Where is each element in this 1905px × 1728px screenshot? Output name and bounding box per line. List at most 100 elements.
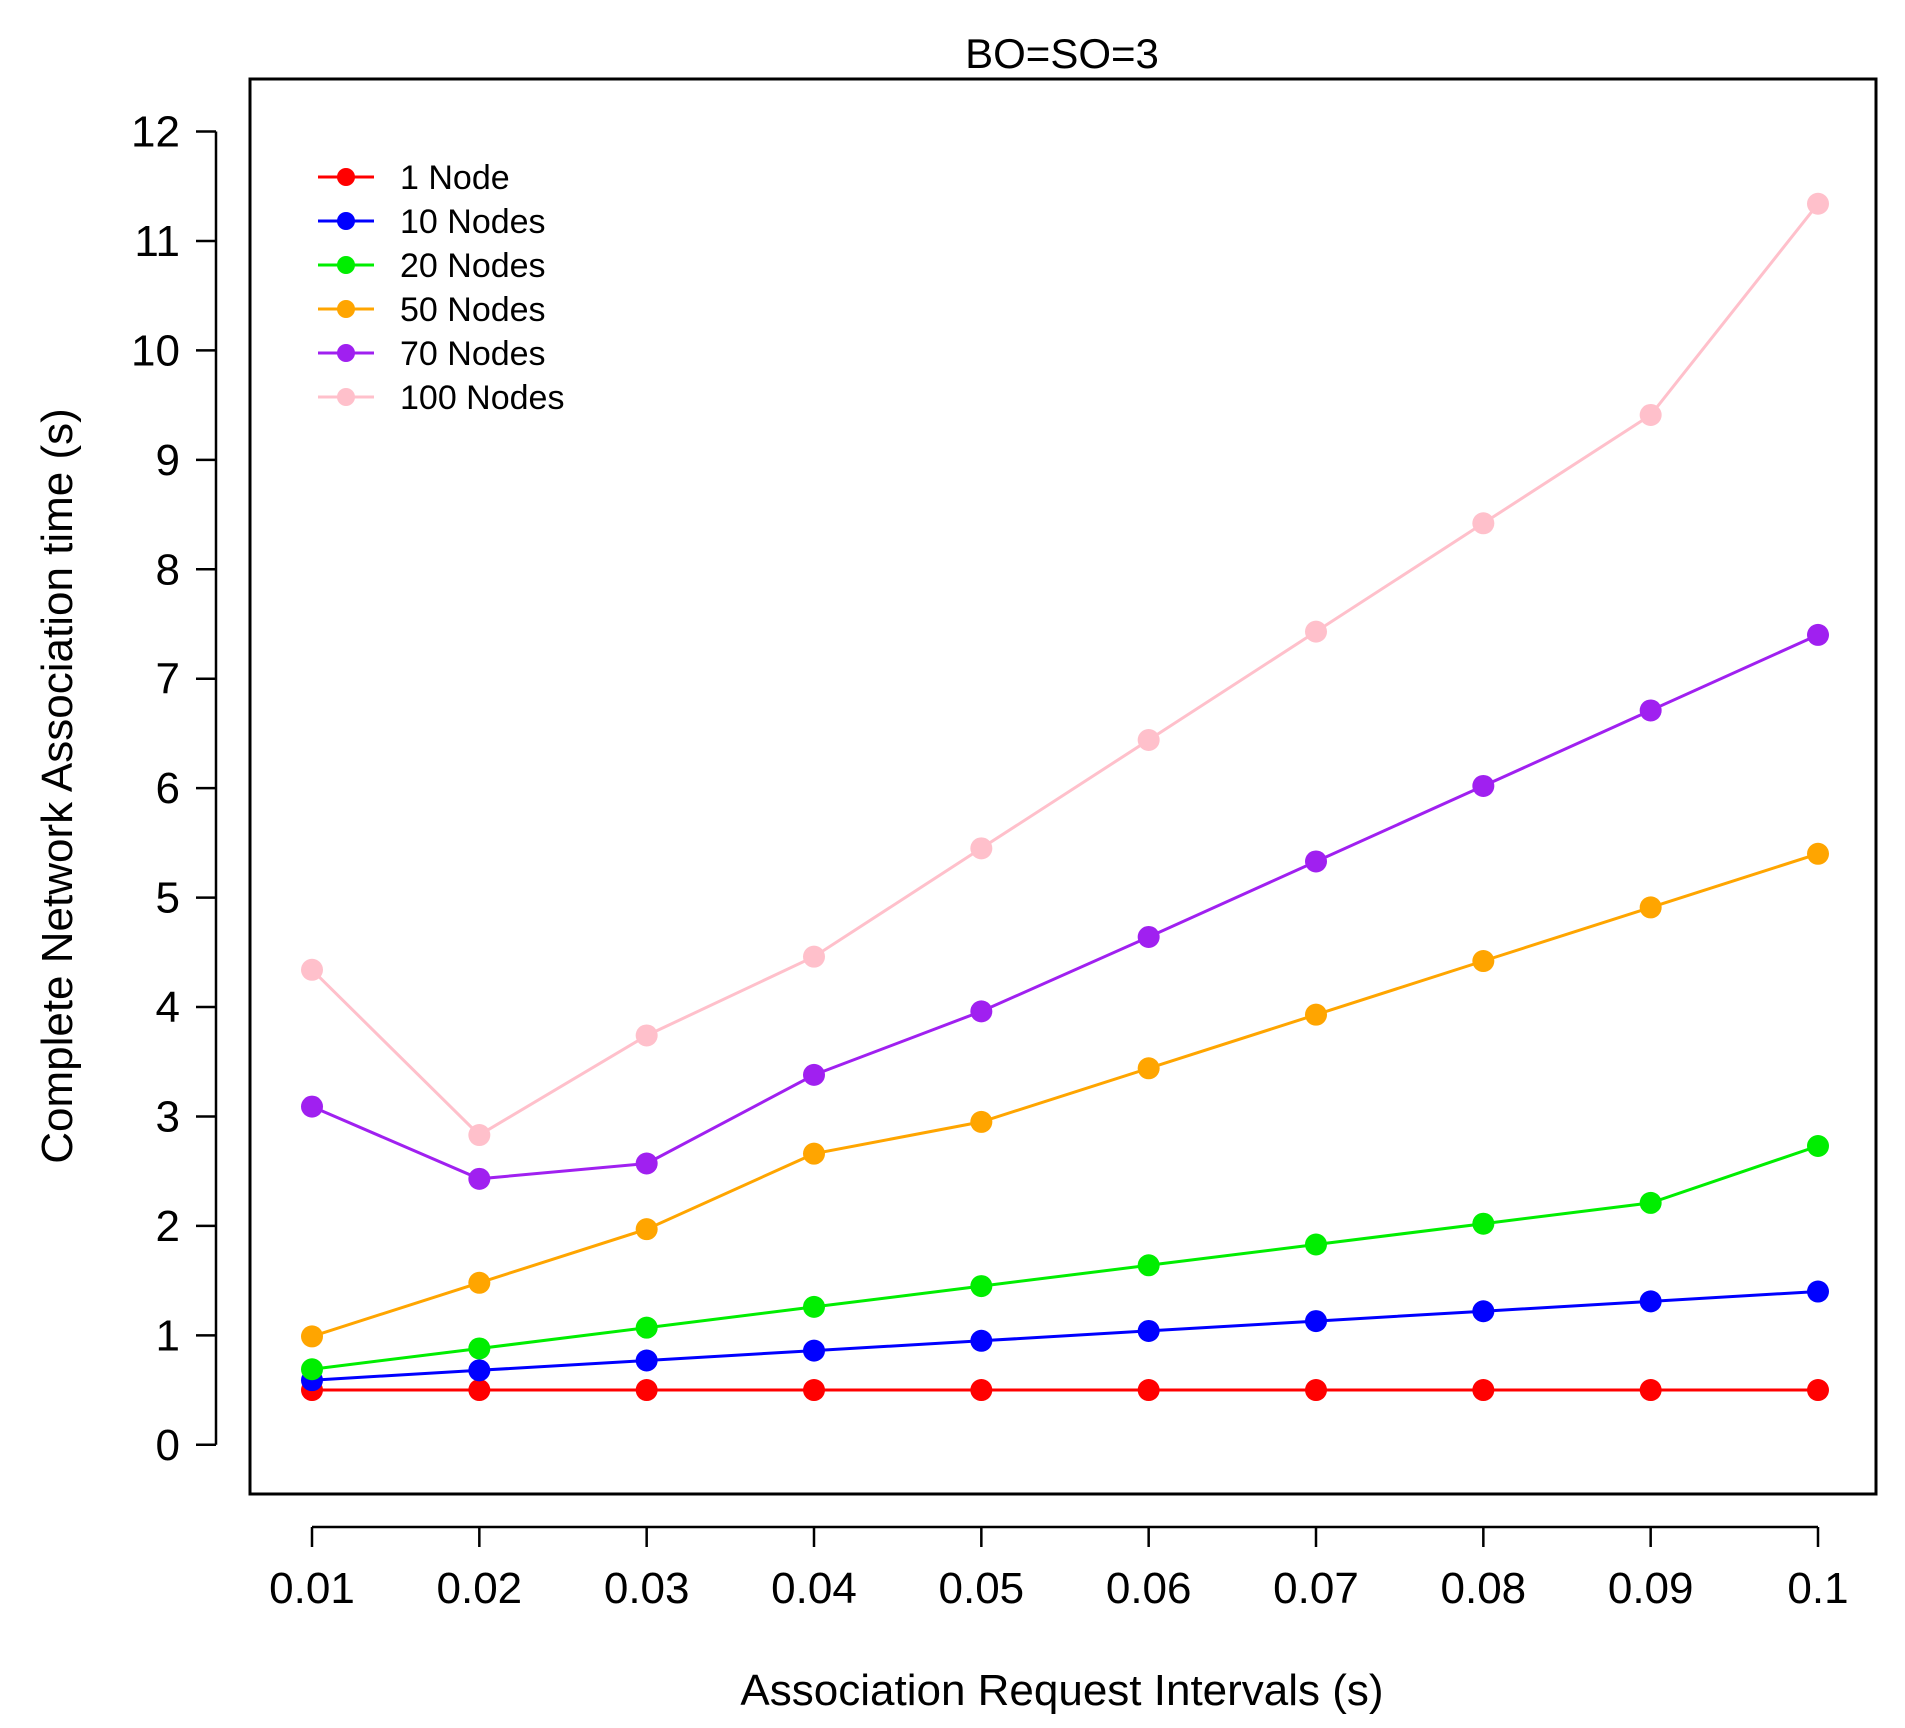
data-point [1807,192,1829,215]
data-point [803,945,825,968]
data-point [635,1152,658,1175]
data-point [803,1339,825,1362]
y-tick-label: 12 [131,108,180,157]
data-point [1137,1254,1160,1277]
data-point [635,1316,658,1339]
legend-label: 70 Nodes [400,335,546,373]
x-axis: 0.01 0.02 0.03 0.04 0.05 0.06 0.07 0.08 0.09 0.1 [269,1525,1849,1613]
legend-marker [337,344,355,362]
legend-item: 10 Nodes [318,203,546,241]
data-point [468,1359,491,1382]
y-tick-label: 8 [156,545,180,594]
y-axis-title: Complete Network Association time (s) [33,408,82,1164]
data-point [1807,1134,1829,1157]
series-10-nodes [301,1280,1829,1392]
legend-label: 1 Node [400,159,510,197]
data-point [970,1275,993,1298]
data-point [635,1024,658,1047]
legend-item: 20 Nodes [318,247,546,285]
series-layer [301,192,1829,1402]
data-point [1472,774,1495,797]
data-point [468,1337,491,1360]
data-point [468,1379,491,1402]
data-point [301,1325,323,1348]
legend-item: 1 Node [318,159,510,197]
data-point [301,1095,323,1118]
data-point [1472,1300,1495,1323]
data-point [1807,1379,1829,1402]
data-point [1639,1290,1662,1313]
legend-item: 100 Nodes [318,379,564,417]
data-point [1807,1280,1829,1303]
legend-marker [337,256,355,274]
data-point [1472,950,1495,973]
x-tick-label: 0.09 [1608,1564,1694,1613]
x-axis-title: Association Request Intervals (s) [740,1666,1383,1715]
series-20-nodes [301,1134,1829,1381]
x-tick-label: 0.04 [771,1564,857,1613]
data-point [970,1379,993,1402]
data-point [635,1379,658,1402]
series-50-nodes [301,842,1829,1348]
data-point [1305,1379,1327,1402]
series-70-nodes [301,623,1829,1190]
plot-frame [248,77,1878,1496]
series-line [311,1290,1819,1382]
data-point [468,1124,491,1147]
x-tick-label: 0.08 [1441,1564,1527,1613]
data-point [970,837,993,860]
y-tick-label: 2 [156,1202,180,1251]
data-point [970,1000,993,1023]
data-point [803,1295,825,1318]
y-tick-label: 6 [156,764,180,813]
legend: 1 Node 10 Nodes 20 Nodes 50 Nodes 70 Nodes 10… [318,159,564,417]
y-tick-label: 10 [131,326,180,375]
y-tick-label: 11 [134,217,180,266]
data-point [1807,623,1829,646]
y-tick-label: 7 [156,655,180,704]
y-tick-label: 0 [156,1421,180,1470]
data-point [635,1349,658,1372]
data-point [1137,925,1160,948]
series-1-node [301,1379,1829,1402]
data-point [1305,850,1327,873]
y-tick-label: 4 [156,983,180,1032]
series-line [311,633,1819,1181]
data-point [468,1167,491,1190]
data-point [1472,1212,1495,1235]
y-tick-label: 1 [156,1311,180,1360]
data-point [1639,896,1662,919]
y-tick-label: 3 [156,1092,180,1141]
series-line [310,202,1820,1137]
data-point [1137,1379,1160,1402]
data-point [301,1358,323,1381]
data-point [635,1218,658,1241]
data-point [1807,842,1829,865]
data-point [1305,1003,1327,1026]
chart-title: BO=SO=3 [965,30,1159,77]
legend-label: 100 Nodes [400,379,564,417]
data-point [1137,728,1160,751]
x-tick-label: 0.1 [1787,1564,1848,1613]
data-point [970,1329,993,1352]
data-point [1472,1379,1495,1402]
data-point [803,1142,825,1165]
legend-marker [337,300,355,318]
data-point [1639,1191,1662,1214]
data-point [1472,512,1495,535]
data-point [1639,699,1662,722]
x-tick-label: 0.05 [939,1564,1025,1613]
y-tick-label: 5 [156,874,180,923]
data-point [301,958,323,981]
series-line [311,1144,1819,1371]
legend-marker [337,388,355,406]
data-point [1639,403,1662,426]
legend-marker [337,212,355,230]
data-point [803,1063,825,1086]
data-point [970,1110,993,1133]
data-point [803,1379,825,1402]
data-point [1137,1319,1160,1342]
legend-label: 50 Nodes [400,291,546,329]
